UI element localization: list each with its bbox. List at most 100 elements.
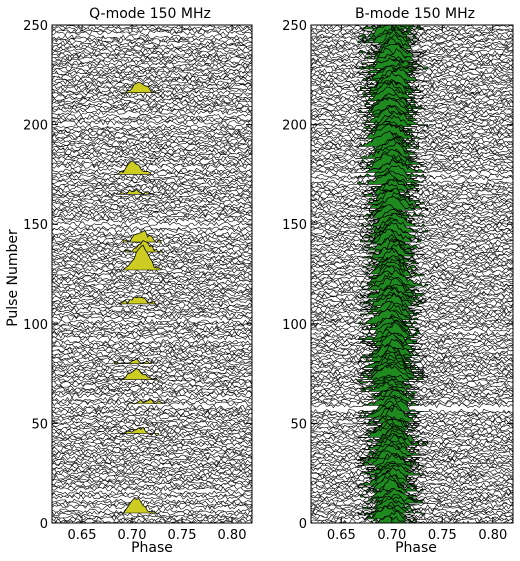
trace-mask: [311, 293, 513, 312]
y-tick-label: 50: [31, 417, 48, 432]
trace-mask: [311, 209, 513, 225]
trace-mask: [311, 44, 513, 59]
pulse-trace: [311, 80, 513, 94]
trace-mask: [311, 415, 513, 428]
pulse-trace: [311, 464, 513, 478]
pulse-trace: [52, 99, 252, 106]
pulse-trace: [52, 486, 252, 492]
pulse-trace: [311, 507, 513, 520]
y-tick-label: 0: [40, 517, 48, 532]
pulse-trace: [52, 434, 252, 441]
pulse-trace: [52, 131, 252, 138]
pulse-trace: [52, 163, 252, 170]
pulse-trace: [311, 389, 513, 403]
pulse-trace: [52, 209, 252, 215]
y-tick-label: 200: [282, 119, 307, 134]
x-tick-label: 0.80: [218, 528, 247, 543]
pulse-trace: [52, 476, 252, 483]
pulse-trace: [311, 322, 513, 337]
b-mode-plot-area: 0.65 0.70 0.75 0.80 0 50 100 150 200 250: [282, 19, 514, 543]
pulse-trace: [52, 416, 252, 423]
pulse-trace: [52, 68, 252, 74]
q-mode-plot-area: 0.65 0.70 0.75 0.80 0 50 100 150 200 250: [23, 19, 253, 543]
trace-mask: [311, 261, 513, 278]
x-tick-label: 0.75: [428, 528, 457, 543]
chart-title-q-mode: Q-mode 150 MHz: [89, 6, 211, 22]
pulse-trace: [52, 320, 252, 327]
trace-mask: [311, 322, 513, 342]
pulse-trace: [311, 450, 513, 467]
trace-mask: [311, 441, 513, 458]
pulse-trace: [311, 261, 513, 277]
pulse-trace: [311, 36, 513, 50]
trace-mask: [311, 179, 513, 195]
pulse-trace: [52, 342, 252, 349]
y-tick-label: 250: [23, 19, 48, 34]
trace-mask: [311, 502, 513, 515]
pulse-trace: [311, 219, 513, 235]
pulse-trace: [52, 81, 252, 96]
pulse-trace: [52, 442, 252, 449]
y-tick-label: 150: [282, 218, 307, 233]
pulse-trace: [52, 490, 252, 496]
trace-mask: [311, 405, 513, 418]
pulse-trace: [52, 38, 252, 44]
pulse-trace: [311, 484, 513, 494]
pulse-trace: [52, 199, 252, 206]
trace-mask: [311, 453, 513, 470]
b-mode-panel: B-mode 150 MHz Phase 0.65 0.70 0.75 0.80 0 50…: [282, 6, 514, 556]
pulse-trace: [311, 270, 513, 289]
trace-mask: [311, 488, 513, 506]
pulse-trace: [311, 291, 513, 309]
trace-mask: [311, 75, 513, 87]
trace-mask: [311, 424, 513, 442]
pulse-trace: [52, 448, 252, 455]
pulse-trace: [52, 420, 252, 427]
pulse-trace: [311, 93, 513, 110]
pulse-trace: [52, 30, 252, 36]
pulse-trace: [311, 98, 513, 114]
trace-mask: [311, 178, 513, 193]
pulse-trace: [52, 306, 252, 313]
pulse-trace: [311, 132, 513, 144]
pulse-trace: [311, 67, 513, 78]
pulse-trace: [52, 424, 252, 431]
pulse-trace: [52, 188, 252, 197]
pulse-trace: [311, 487, 513, 504]
pulse-trace: [311, 177, 513, 192]
pulse-trace: [52, 56, 252, 62]
pulse-trace: [311, 137, 513, 154]
trace-mask: [311, 259, 513, 276]
pulse-trace: [52, 285, 252, 291]
y-tick-label: 250: [282, 19, 307, 34]
trace-mask: [311, 222, 513, 243]
trace-mask: [311, 386, 513, 400]
pulse-trace: [311, 443, 513, 454]
pulse-trace: [52, 291, 252, 297]
q-mode-panel: Q-mode 150 MHz Pulse Number Phase 0.65 0.…: [5, 6, 253, 556]
pulse-trace: [311, 453, 513, 469]
pulse-trace: [52, 289, 252, 295]
pulse-trace: [52, 464, 252, 471]
trace-mask: [311, 153, 513, 173]
pulse-trace: [311, 195, 513, 214]
trace-mask: [311, 48, 513, 65]
pulse-traces: [52, 25, 252, 523]
y-tick-label: 200: [23, 119, 48, 134]
pulse-trace: [311, 427, 513, 445]
trace-mask: [311, 207, 513, 221]
x-tick-label: 0.75: [168, 528, 197, 543]
trace-mask: [311, 469, 513, 484]
pulse-trace: [52, 382, 252, 389]
pulse-trace: [52, 484, 252, 490]
y-axis-label: Pulse Number: [5, 229, 21, 327]
trace-mask: [311, 382, 513, 396]
pulse-trace: [311, 467, 513, 481]
pulse-trace: [311, 120, 513, 132]
trace-mask: [311, 82, 513, 101]
pulse-trace: [52, 230, 252, 245]
pulse-trace: [52, 330, 252, 337]
pulse-trace: [311, 149, 513, 166]
pulse-trace: [311, 165, 513, 180]
